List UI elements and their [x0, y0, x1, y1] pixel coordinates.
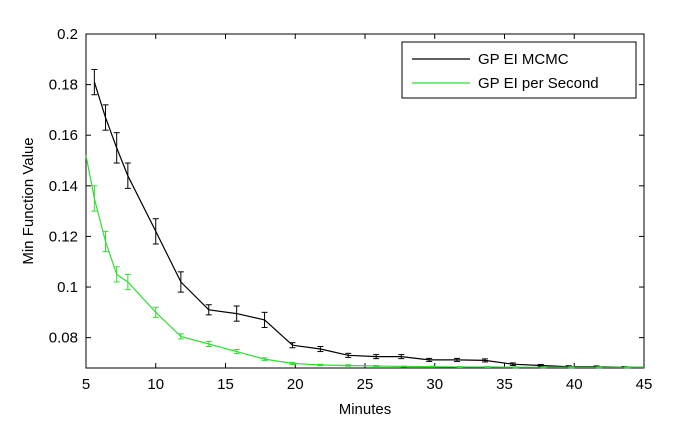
error-bar	[596, 366, 603, 369]
error-bar	[289, 361, 296, 365]
y-axis: 0.08 0.1 0.12 0.14 0.16 0.18 0.2	[49, 26, 644, 347]
error-bar	[113, 266, 120, 283]
error-bar	[233, 305, 240, 322]
x-tick-label: 45	[636, 376, 653, 393]
x-tick-label: 40	[566, 376, 583, 393]
x-tick-label: 10	[147, 376, 164, 393]
error-bar	[373, 354, 380, 360]
y-tick-label: 0.18	[49, 77, 78, 94]
y-axis-title: Min Function Value	[20, 137, 37, 264]
error-bar	[205, 340, 212, 347]
x-axis-title: Minutes	[339, 401, 392, 418]
error-bar	[540, 366, 547, 369]
error-bar	[233, 349, 240, 355]
error-bar	[401, 365, 408, 368]
legend: GP EI MCMC GP EI per Second	[401, 41, 637, 99]
error-bar	[152, 218, 159, 245]
y-tick-label: 0.08	[49, 330, 78, 347]
error-bar	[261, 357, 268, 361]
x-axis: 5 10 15 20 25 30 35 40 45	[82, 34, 653, 393]
error-bar	[428, 365, 435, 368]
x-tick-label: 25	[357, 376, 374, 393]
error-bar	[91, 68, 98, 96]
error-bar	[624, 366, 631, 369]
y-tick-label: 0.2	[57, 26, 78, 43]
error-bar	[124, 162, 131, 189]
error-bar	[124, 273, 131, 291]
error-bar	[345, 364, 352, 367]
y-tick-label: 0.1	[57, 279, 78, 296]
error-bar	[113, 132, 120, 164]
y-tick-label: 0.14	[49, 178, 78, 195]
x-tick-label: 15	[217, 376, 234, 393]
error-bar	[317, 363, 324, 367]
x-tick-label: 20	[287, 376, 304, 393]
y-tick-label: 0.12	[49, 228, 78, 245]
error-bar	[102, 104, 109, 131]
series-layer	[85, 68, 644, 369]
error-bar	[177, 271, 184, 293]
series-line-gp-ei-per-second	[85, 155, 644, 368]
series-gp-ei-per-second	[85, 155, 644, 369]
error-bar	[484, 365, 491, 368]
error-bar	[456, 365, 463, 368]
error-bar	[317, 345, 324, 353]
error-bar	[481, 358, 488, 363]
legend-box	[401, 41, 637, 99]
error-bar	[91, 185, 98, 212]
error-bar	[568, 366, 575, 369]
x-tick-label: 35	[496, 376, 513, 393]
error-bar	[177, 333, 184, 340]
error-bar	[512, 366, 519, 369]
error-bar	[373, 364, 380, 367]
legend-label-gp-ei-per-second: GP EI per Second	[478, 75, 599, 92]
error-bar	[261, 311, 268, 329]
error-bar	[102, 230, 109, 253]
error-bar	[426, 357, 433, 362]
error-bar	[289, 342, 296, 349]
legend-label-gp-ei-mcmc: GP EI MCMC	[478, 51, 569, 68]
error-bar	[345, 352, 352, 358]
error-bar	[205, 304, 212, 316]
x-tick-label: 5	[82, 376, 90, 393]
error-bar	[454, 357, 461, 362]
y-tick-label: 0.16	[49, 127, 78, 144]
error-bar	[398, 354, 405, 360]
x-tick-label: 30	[426, 376, 443, 393]
error-bar	[509, 362, 516, 366]
error-bar	[152, 306, 159, 318]
